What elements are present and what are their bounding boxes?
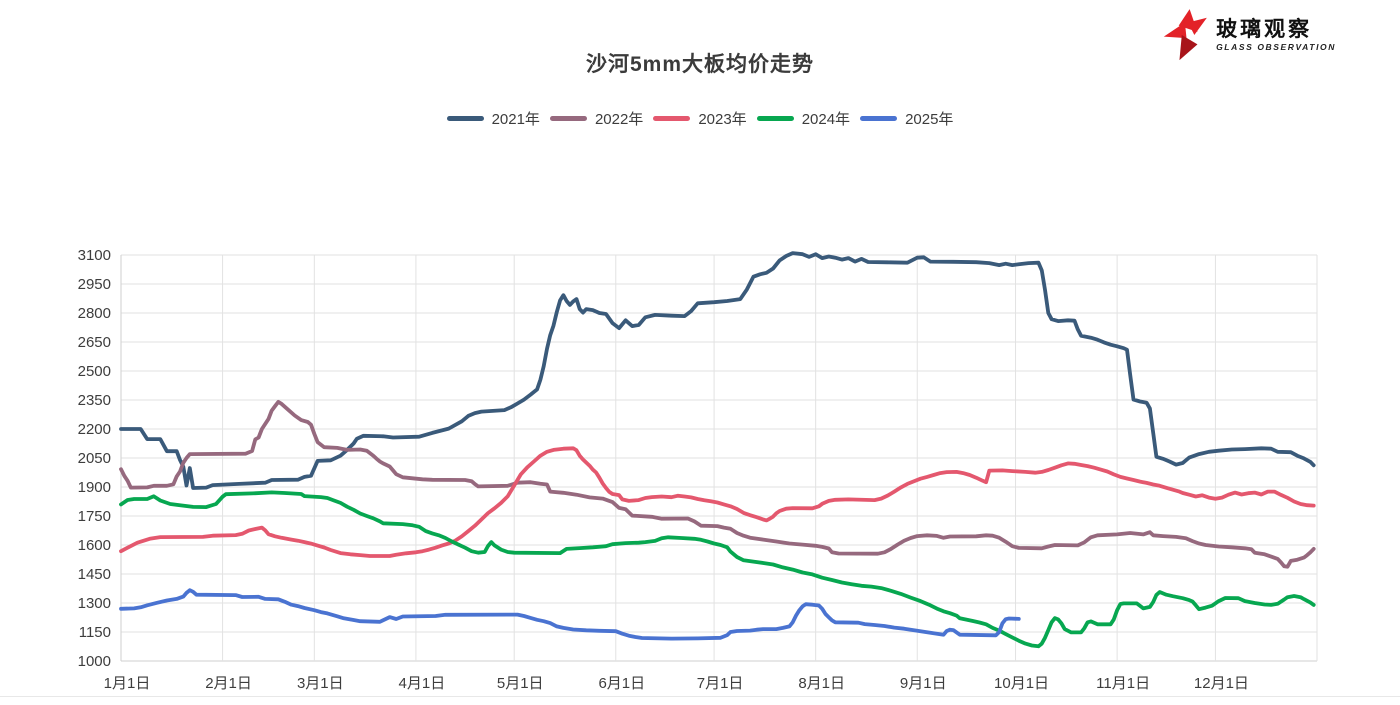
legend-label: 2022年 bbox=[594, 111, 644, 128]
legend-item-2024[interactable]: 2024年 bbox=[756, 108, 851, 129]
legend-item-2022[interactable]: 2022年 bbox=[549, 108, 644, 129]
logo-text: 玻璃观察 GLASS OBSERVATION bbox=[1216, 19, 1336, 52]
y-tick-label: 2950 bbox=[78, 276, 111, 293]
x-tick-label: 2月1日 bbox=[205, 675, 252, 692]
y-tick-label: 1450 bbox=[78, 566, 111, 583]
legend-item-2025[interactable]: 2025年 bbox=[860, 108, 953, 129]
logo-star-icon bbox=[1163, 9, 1207, 61]
y-tick-label: 3100 bbox=[78, 247, 111, 264]
series-line-2022 bbox=[119, 400, 1316, 569]
series-line-2021 bbox=[119, 251, 1316, 490]
chart-title: 沙河5mm大板均价走势 bbox=[585, 53, 815, 76]
legend-swatch bbox=[653, 116, 691, 121]
x-tick-label: 9月1日 bbox=[900, 675, 947, 692]
x-tick-label: 8月1日 bbox=[798, 675, 845, 692]
x-tick-label: 11月1日 bbox=[1096, 675, 1150, 692]
y-tick-label: 2350 bbox=[78, 392, 111, 409]
y-tick-label: 1600 bbox=[78, 537, 111, 554]
logo-cn-text: 玻璃观察 bbox=[1216, 17, 1313, 41]
logo-star-blade bbox=[1179, 35, 1198, 61]
legend-swatch bbox=[549, 116, 587, 121]
y-tick-label: 1000 bbox=[78, 653, 111, 670]
y-tick-label: 1750 bbox=[78, 508, 111, 525]
x-tick-label: 7月1日 bbox=[697, 675, 744, 692]
logo-star-blade bbox=[1188, 17, 1207, 35]
legend: 2021年 2022年 2023年 2024年 2025年 bbox=[0, 108, 1400, 129]
series-line-2023 bbox=[119, 446, 1316, 558]
legend-label: 2023年 bbox=[698, 111, 747, 128]
y-tick-label: 1150 bbox=[79, 624, 111, 641]
bottom-divider bbox=[0, 696, 1400, 697]
y-tick-label: 1900 bbox=[78, 479, 111, 496]
y-tick-label: 2200 bbox=[78, 421, 111, 438]
logo-en-text: GLASS OBSERVATION bbox=[1216, 41, 1336, 52]
x-tick-label: 10月1日 bbox=[994, 675, 1049, 692]
legend-swatch bbox=[446, 116, 484, 121]
x-tick-label: 6月1日 bbox=[598, 675, 645, 692]
logo-star-blade bbox=[1163, 22, 1187, 39]
legend-swatch bbox=[756, 116, 794, 121]
y-tick-label: 2650 bbox=[78, 334, 111, 351]
legend-swatch bbox=[860, 116, 898, 121]
legend-label: 2024年 bbox=[801, 111, 851, 128]
series-line-2025 bbox=[119, 588, 1021, 641]
legend-item-2023[interactable]: 2023年 bbox=[653, 108, 747, 129]
x-tick-label: 1月1日 bbox=[104, 675, 151, 692]
x-tick-label: 4月1日 bbox=[399, 675, 446, 692]
y-tick-label: 2050 bbox=[78, 450, 111, 467]
x-tick-label: 12月1日 bbox=[1194, 675, 1249, 692]
y-tick-label: 2800 bbox=[78, 305, 111, 322]
legend-label: 2025年 bbox=[905, 111, 954, 128]
y-tick-label: 1300 bbox=[78, 595, 111, 612]
legend-label: 2021年 bbox=[491, 111, 540, 128]
legend-item-2021[interactable]: 2021年 bbox=[446, 108, 540, 129]
series-line-2024 bbox=[119, 490, 1316, 649]
brand-logo: 玻璃观察 GLASS OBSERVATION bbox=[1163, 8, 1336, 62]
x-tick-label: 3月1日 bbox=[297, 675, 344, 692]
x-tick-label: 5月1日 bbox=[497, 675, 544, 692]
y-tick-label: 2500 bbox=[78, 363, 111, 380]
